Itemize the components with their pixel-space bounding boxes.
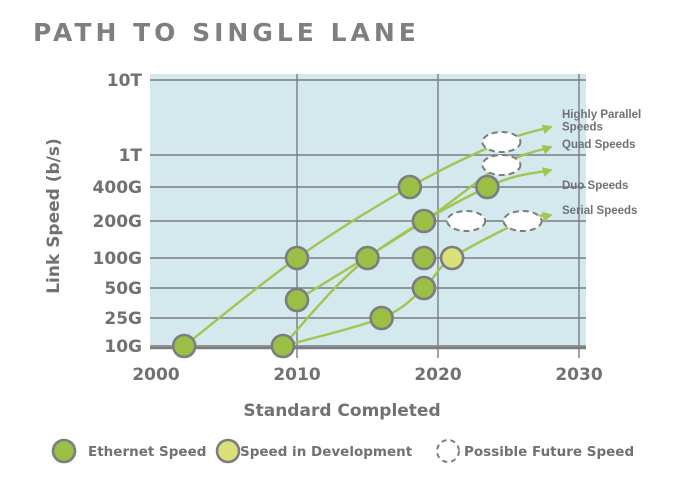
series-label-serial-speeds: Serial Speeds	[562, 205, 637, 217]
x-tick-2000: 2000	[132, 365, 179, 385]
y-tick-25g: 25G	[104, 309, 142, 329]
legend-marker-future	[436, 439, 460, 463]
chart-title: PATH TO SINGLE LANE	[33, 18, 420, 47]
point-ethernet-2009-10g	[270, 333, 296, 359]
legend-label-development: Speed in Development	[240, 444, 413, 460]
x-tick-2020: 2020	[414, 365, 461, 385]
point-ethernet-2015-100g	[355, 245, 380, 271]
point-ethernet-2016-25g	[369, 305, 394, 331]
series-label-quad-speeds: Quad Speeds	[562, 139, 636, 151]
x-axis-ticks: 2000 2010 2020 2030	[132, 365, 602, 385]
point-ethernet-2010-100g	[284, 245, 310, 271]
x-axis-title: Standard Completed	[243, 401, 440, 421]
series-label-duo-speeds: Duo Speeds	[562, 180, 628, 192]
point-ethernet-2018-400g	[397, 174, 423, 200]
legend: Ethernet Speed Speed in Development Possib…	[51, 438, 634, 464]
legend-label-future: Possible Future Speed	[464, 444, 634, 460]
point-future-2026-200g	[502, 210, 543, 232]
point-ethernet-2002-10g	[171, 333, 197, 359]
y-tick-200g: 200G	[93, 212, 142, 232]
point-ethernet-2019-200g	[411, 208, 437, 234]
y-tick-1t: 1T	[119, 146, 143, 166]
grid-lines	[150, 74, 586, 358]
point-future-2024_5-1_6t	[481, 131, 522, 153]
y-axis-ticks: 10G 25G 50G 100G 200G 400G 1T 10T	[93, 71, 143, 357]
y-tick-10g: 10G	[104, 337, 142, 357]
point-ethernet-2019-100g	[411, 245, 437, 271]
point-ethernet-2023_5-400g	[475, 174, 500, 200]
point-ethernet-2019-50g	[411, 275, 437, 301]
y-tick-10t: 10T	[107, 71, 143, 91]
series-label-highly-parallel-speeds: Highly Parallel	[562, 109, 641, 121]
legend-label-ethernet: Ethernet Speed	[88, 444, 206, 460]
y-axis-title: Link Speed (b/s)	[44, 138, 64, 294]
data-points	[171, 131, 543, 359]
series-label-highly-parallel-speeds: Speeds	[562, 122, 603, 134]
y-tick-400g: 400G	[93, 178, 142, 198]
point-future-2022-200g	[446, 210, 487, 232]
series-arrow-duo-speeds	[282, 167, 553, 347]
series-arrow-quad-speeds	[296, 145, 553, 302]
point-future-2024_5-800g	[481, 154, 522, 176]
x-tick-2010: 2010	[273, 365, 320, 385]
legend-marker-development	[215, 438, 241, 464]
y-tick-50g: 50G	[104, 279, 142, 299]
y-tick-100g: 100G	[93, 249, 142, 269]
point-ethernet-2010-40g	[284, 287, 310, 313]
point-development-2021-100g	[439, 245, 465, 271]
legend-marker-ethernet	[51, 438, 77, 464]
x-tick-2030: 2030	[555, 365, 602, 385]
